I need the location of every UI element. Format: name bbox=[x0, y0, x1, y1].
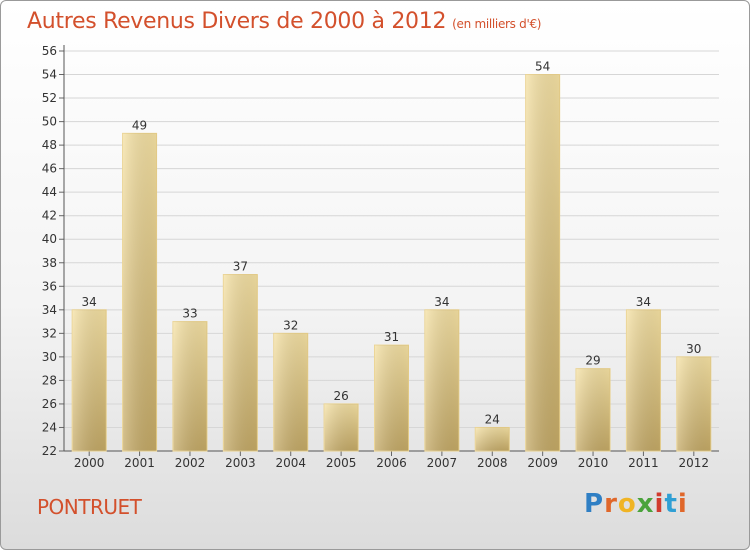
logo-letter: t bbox=[664, 489, 678, 519]
bar-shade-2010 bbox=[576, 368, 611, 451]
bar-shade-2009 bbox=[525, 74, 560, 451]
y-tick-label: 30 bbox=[42, 350, 57, 364]
x-tick-label: 2010 bbox=[578, 456, 609, 470]
x-tick-label: 2004 bbox=[275, 456, 306, 470]
bar-shade-2007 bbox=[424, 309, 459, 451]
y-tick-label: 42 bbox=[42, 209, 57, 223]
y-tick-label: 46 bbox=[42, 162, 57, 176]
y-tick-label: 32 bbox=[42, 326, 57, 340]
x-tick-labels: 2000 2001 2002 2003 2004 2005 2006 2007 2008 2009… bbox=[74, 456, 709, 470]
data-label: 24 bbox=[485, 412, 500, 426]
y-tick-label: 50 bbox=[42, 115, 57, 129]
x-tick-label: 2012 bbox=[679, 456, 710, 470]
logo-letter: r bbox=[604, 489, 618, 519]
bar-shade-2011 bbox=[626, 309, 661, 451]
place-name: PONTRUET bbox=[37, 495, 142, 519]
title-text: Autres Revenus Divers de 2000 à 2012 bbox=[27, 9, 447, 34]
y-tick-label: 52 bbox=[42, 91, 57, 105]
y-tick-label: 48 bbox=[42, 138, 57, 152]
x-tick-label: 2002 bbox=[175, 456, 206, 470]
y-tick-label: 44 bbox=[42, 185, 57, 199]
chart-title: Autres Revenus Divers de 2000 à 2012 (en … bbox=[27, 9, 541, 34]
proxiti-logo: Proxiti bbox=[584, 489, 688, 519]
y-tick-labels: 22 24 26 28 30 32 34 36 38 40 42 44 46 48 50 52 54 56 bbox=[42, 44, 57, 458]
logo-letter: i bbox=[677, 489, 688, 519]
logo-letter: i bbox=[654, 489, 665, 519]
bar-shade-2001 bbox=[122, 133, 157, 451]
x-tick-label: 2008 bbox=[477, 456, 508, 470]
logo-letter: x bbox=[636, 489, 655, 519]
y-tick-label: 36 bbox=[42, 279, 57, 293]
y-tick-label: 34 bbox=[42, 303, 57, 317]
bar-shade-2000 bbox=[72, 309, 107, 451]
data-label: 33 bbox=[182, 307, 197, 321]
x-tick-label: 2005 bbox=[326, 456, 357, 470]
y-tick-label: 54 bbox=[42, 68, 57, 82]
data-label: 26 bbox=[333, 389, 348, 403]
y-tick-label: 38 bbox=[42, 256, 57, 270]
x-tick-label: 2011 bbox=[628, 456, 659, 470]
x-tick-label: 2003 bbox=[225, 456, 256, 470]
chart-subtitle: (en milliers d'€) bbox=[452, 17, 542, 31]
bar-shade-2005 bbox=[324, 403, 359, 451]
bar-shade-2012 bbox=[676, 356, 711, 451]
y-tick-label: 40 bbox=[42, 232, 57, 246]
data-labels: 34 49 33 37 32 26 31 34 24 54 29 34 30 bbox=[82, 60, 702, 427]
data-label: 31 bbox=[384, 330, 399, 344]
y-tick-label: 22 bbox=[42, 444, 57, 458]
bar-shade-2002 bbox=[172, 321, 207, 451]
data-label: 29 bbox=[585, 354, 600, 368]
bar-shade-2006 bbox=[374, 345, 409, 451]
logo-letter: P bbox=[584, 489, 605, 519]
data-label: 54 bbox=[535, 60, 550, 74]
data-label: 32 bbox=[283, 318, 298, 332]
bar-shade-2003 bbox=[223, 274, 258, 451]
x-tick-label: 2001 bbox=[124, 456, 155, 470]
data-label: 34 bbox=[434, 295, 449, 309]
y-tick-label: 26 bbox=[42, 397, 57, 411]
x-tick-label: 2009 bbox=[527, 456, 558, 470]
x-tick-label: 2006 bbox=[376, 456, 407, 470]
data-label: 30 bbox=[686, 342, 701, 356]
data-label: 34 bbox=[82, 295, 97, 309]
x-tick-label: 2007 bbox=[427, 456, 458, 470]
y-tick-label: 24 bbox=[42, 420, 57, 434]
data-label: 34 bbox=[636, 295, 651, 309]
bar-shade-2004 bbox=[273, 333, 308, 451]
logo-letter: o bbox=[617, 489, 637, 519]
data-label: 37 bbox=[233, 260, 248, 274]
x-tick-label: 2000 bbox=[74, 456, 105, 470]
y-tick-label: 28 bbox=[42, 373, 57, 387]
bars bbox=[71, 74, 712, 452]
bar-shade-2008 bbox=[475, 427, 510, 451]
data-label: 49 bbox=[132, 118, 147, 132]
y-tick-label: 56 bbox=[42, 44, 57, 58]
